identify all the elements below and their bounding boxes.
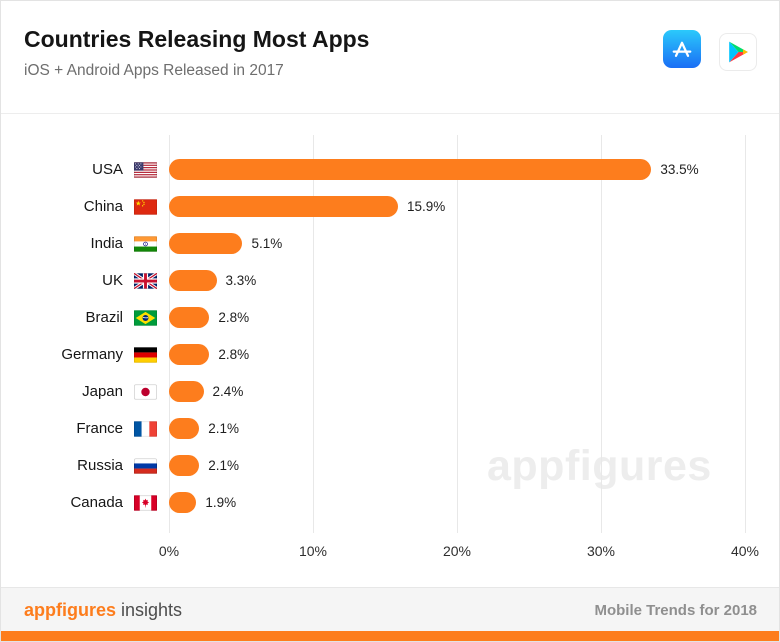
gridline — [313, 135, 314, 533]
bar-value-label: 5.1% — [251, 236, 283, 251]
russia-flag-icon — [133, 457, 157, 474]
bar — [169, 196, 398, 217]
page-subtitle: iOS + Android Apps Released in 2017 — [24, 62, 284, 79]
x-axis-tick: 0% — [158, 543, 180, 559]
country-label: China — [83, 198, 123, 215]
bar — [169, 270, 217, 291]
uk-flag-icon — [133, 272, 157, 289]
usa-flag-icon — [133, 161, 157, 178]
bar-value-label: 3.3% — [225, 273, 257, 288]
chart-row: Brazil 2.8% — [1, 299, 779, 336]
bar-chart: appfigures USA 33 — [1, 115, 779, 589]
gridline — [169, 135, 170, 533]
google-play-icon — [719, 32, 757, 71]
country-label: USA — [92, 161, 123, 178]
footer-right-text: Mobile Trends for 2018 — [594, 602, 757, 619]
chart-row: Russia 2.1% — [1, 447, 779, 484]
country-label: Brazil — [85, 309, 123, 326]
page-title: Countries Releasing Most Apps — [24, 26, 370, 52]
bar — [169, 418, 200, 439]
country-label: Germany — [61, 346, 123, 363]
bar-value-label: 2.1% — [208, 421, 240, 436]
bar-value-label: 2.4% — [212, 384, 244, 399]
bar-value-label: 2.8% — [218, 310, 250, 325]
footer: appfigures insights Mobile Trends for 201… — [1, 587, 779, 631]
france-flag-icon — [133, 420, 157, 437]
germany-flag-icon — [133, 346, 157, 363]
brand-suffix: insights — [121, 600, 183, 620]
brand-name: appfigures — [24, 600, 117, 620]
chart-row: France 2.1% — [1, 410, 779, 447]
bar — [169, 233, 243, 254]
canada-flag-icon — [133, 494, 157, 511]
chart-row: UK 3.3% — [1, 262, 779, 299]
brazil-flag-icon — [133, 309, 157, 326]
chart-row: Germany 2.8% — [1, 336, 779, 373]
country-label: Russia — [77, 457, 123, 474]
chart-row: Japan 2.4% — [1, 373, 779, 410]
header: Countries Releasing Most Apps iOS + Andr… — [1, 1, 779, 114]
japan-flag-icon — [133, 383, 157, 400]
x-axis-tick: 40% — [730, 543, 760, 559]
bar — [169, 307, 210, 328]
country-label: Japan — [82, 383, 123, 400]
country-label: France — [76, 420, 123, 437]
x-axis-tick: 20% — [442, 543, 472, 559]
accent-strip — [1, 631, 779, 641]
bar — [169, 455, 200, 476]
china-flag-icon — [133, 198, 157, 215]
india-flag-icon — [133, 235, 157, 252]
gridline — [601, 135, 602, 533]
footer-brand: appfigures insights — [24, 600, 182, 621]
bar-value-label: 15.9% — [406, 199, 446, 214]
x-axis-tick: 10% — [298, 543, 328, 559]
country-label: Canada — [70, 494, 123, 511]
bar — [169, 492, 197, 513]
bar — [169, 344, 210, 365]
chart-row: India 5.1% — [1, 225, 779, 262]
chart-row: USA 33.5% — [1, 151, 779, 188]
bar-value-label: 33.5% — [660, 162, 699, 177]
store-icons — [663, 30, 757, 73]
country-label: UK — [102, 272, 123, 289]
gridline — [457, 135, 458, 533]
app-store-icon — [663, 30, 701, 73]
chart-rows: USA 33.5% China — [1, 151, 779, 521]
bar-value-label: 2.1% — [208, 458, 240, 473]
country-label: India — [90, 235, 123, 252]
chart-row: Canada 1.9% — [1, 484, 779, 521]
bar — [169, 381, 204, 402]
x-axis-tick: 30% — [586, 543, 616, 559]
chart-row: China 15.9% — [1, 188, 779, 225]
bar — [169, 159, 652, 180]
bar-value-label: 1.9% — [205, 495, 237, 510]
watermark: appfigures — [487, 442, 712, 490]
gridline — [745, 135, 746, 533]
bar-value-label: 2.8% — [218, 347, 250, 362]
